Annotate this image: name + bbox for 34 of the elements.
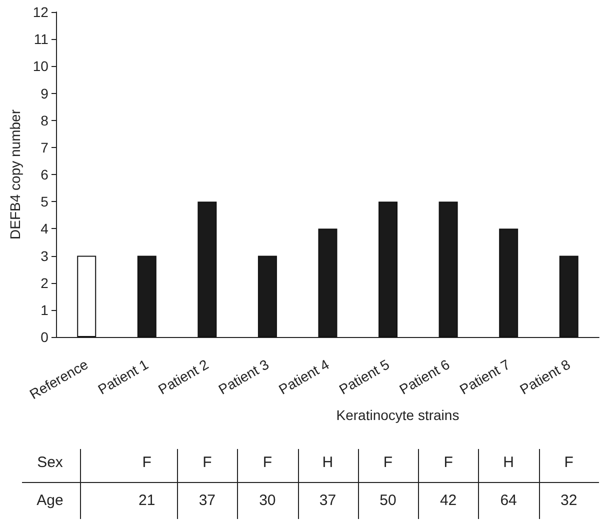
y-tick-label: 3: [40, 248, 49, 264]
text: F: [442, 453, 454, 473]
text: Age: [36, 491, 64, 511]
y-tick-label: 4: [40, 220, 49, 237]
y-axis-title: DEFB4 copy number: [7, 109, 23, 240]
y-tick-label: 8: [40, 112, 49, 128]
text: F: [262, 453, 274, 473]
y-tick-label: 9: [40, 85, 49, 102]
y-tick-label: 1: [40, 302, 49, 318]
bar: [77, 256, 96, 337]
text: H: [321, 453, 334, 473]
text: F: [382, 453, 394, 473]
text: 50: [378, 491, 398, 511]
text: Sex: [36, 453, 64, 473]
text: H: [502, 453, 515, 473]
y-tick-label: 2: [40, 274, 49, 291]
y-tick-label: 6: [40, 166, 49, 182]
y-tick-label: 10: [32, 58, 49, 74]
x-axis-title: Keratinocyte strains: [336, 406, 460, 423]
text: 30: [258, 491, 277, 511]
y-tick-label: 12: [32, 4, 49, 20]
text: 42: [438, 491, 458, 511]
y-tick-label: 5: [40, 194, 49, 210]
text: F: [202, 453, 213, 473]
y-tick-label: 11: [34, 31, 49, 48]
text: F: [141, 453, 152, 473]
text: 64: [499, 491, 518, 511]
text: 21: [138, 491, 156, 511]
y-tick-label: 7: [40, 139, 49, 156]
text: 37: [198, 491, 216, 511]
text: 37: [318, 491, 338, 511]
y-tick-label: 0: [40, 329, 49, 345]
text: F: [563, 453, 574, 473]
text: 32: [560, 491, 578, 511]
